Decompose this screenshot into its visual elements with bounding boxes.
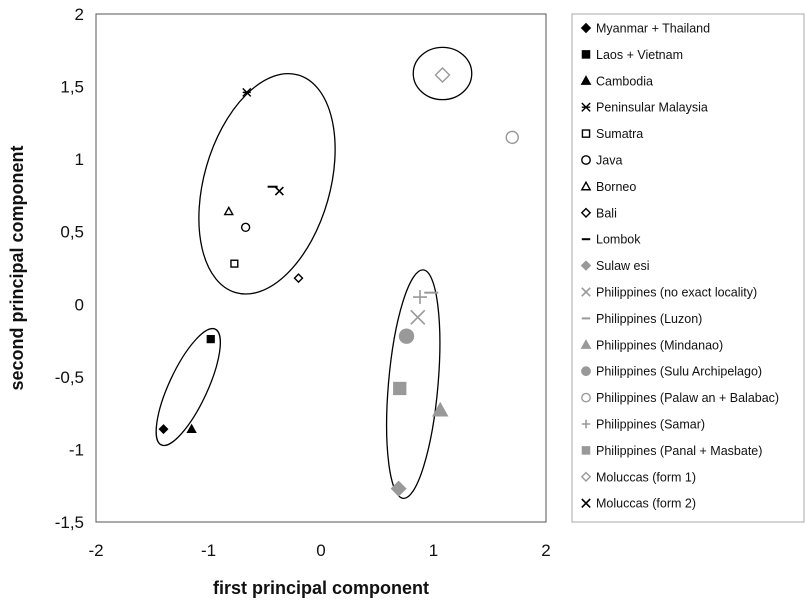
legend-marker [581, 446, 591, 455]
y-tick-label: 0,5 [60, 223, 84, 242]
legend-marker [581, 287, 591, 297]
legend-item-java: Java [581, 154, 622, 168]
point-philippines-palaw-an-balabac [505, 130, 519, 145]
legend: Myanmar + Thailand Laos + Vietnam Cambodia… [580, 22, 779, 511]
legend-label: Philippines (no exact locality) [596, 286, 757, 300]
legend-marker [580, 22, 592, 34]
legend-item-philippines-palaw-an-balabac: Philippines (Palaw an + Balabac) [581, 391, 779, 405]
legend-marker [580, 260, 592, 271]
cluster-ellipse-2 [155, 327, 221, 447]
legend-label: Borneo [596, 180, 636, 194]
legend-item-philippines-no-exact-locality: Philippines (no exact locality) [581, 286, 757, 300]
legend-marker [581, 50, 591, 59]
x-tick-label: -1 [201, 541, 216, 560]
point-bali [293, 273, 304, 284]
legend-item-philippines-samar: Philippines (Samar) [581, 418, 705, 432]
point-myanmar-thailand [158, 424, 169, 435]
point-moluccas-form-2 [274, 186, 284, 196]
legend-item-philippines-panal-masbate: Philippines (Panal + Masbate) [581, 444, 762, 458]
legend-item-laos-vietnam: Laos + Vietnam [581, 48, 683, 62]
legend-label: Peninsular Malaysia [596, 101, 708, 115]
legend-label: Sumatra [596, 127, 643, 141]
y-tick-label: 1 [75, 150, 84, 169]
legend-item-peninsular-malaysia: Peninsular Malaysia [581, 101, 708, 115]
legend-label: Java [596, 154, 622, 168]
point-laos-vietnam [206, 335, 215, 344]
y-tick-label: 2 [75, 5, 84, 24]
point-philippines-panal-masbate [393, 381, 407, 396]
y-tick-label: -1 [69, 440, 84, 459]
y-tick-label: 1,5 [60, 78, 84, 97]
x-tick-label: 2 [541, 541, 550, 560]
legend-label: Bali [596, 206, 617, 220]
y-axis-title: second principal component [7, 145, 27, 390]
legend-label: Philippines (Sulu Archipelago) [596, 365, 762, 379]
cluster-ellipse-3 [385, 269, 441, 500]
legend-marker [581, 129, 591, 138]
y-tick-label: -0,5 [55, 368, 84, 387]
legend-item-moluccas-form-2: Moluccas (form 2) [581, 497, 696, 511]
legend-label: Laos + Vietnam [596, 48, 683, 62]
plot-area [95, 13, 547, 523]
y-tick-label: 0 [75, 295, 84, 314]
legend-marker [581, 102, 591, 112]
legend-item-bali: Bali [580, 206, 617, 220]
y-axis-tick-labels: 2 1,5 1 0,5 0 -0,5 -1 -1,5 [55, 5, 84, 532]
legend-marker [581, 392, 591, 403]
legend-item-philippines-mindanao: Philippines (Mindanao) [580, 338, 723, 352]
legend-item-lombok: Lombok [581, 233, 641, 247]
x-tick-label: -2 [88, 541, 103, 560]
legend-label: Philippines (Panal + Masbate) [596, 444, 762, 458]
legend-label: Philippines (Samar) [596, 418, 705, 432]
legend-marker [581, 419, 591, 429]
x-tick-label: 0 [316, 541, 325, 560]
legend-marker [580, 339, 592, 349]
legend-item-sulaw-esi: Sulaw esi [580, 259, 650, 273]
cluster-ellipses [155, 46, 473, 500]
legend-item-myanmar-thailand: Myanmar + Thailand [580, 22, 710, 36]
point-philippines-samar [413, 290, 427, 305]
legend-label: Cambodia [596, 74, 653, 88]
legend-label: Sulaw esi [596, 259, 650, 273]
point-philippines-mindanao [432, 401, 449, 417]
legend-marker [580, 180, 592, 191]
cluster-ellipse-1 [198, 72, 336, 295]
legend-marker [581, 498, 591, 508]
legend-marker [581, 155, 591, 165]
legend-item-sumatra: Sumatra [581, 127, 643, 141]
legend-label: Myanmar + Thailand [596, 22, 710, 36]
legend-marker [580, 207, 592, 218]
point-cambodia [186, 423, 197, 434]
x-axis-title: first principal component [213, 578, 429, 598]
legend-item-borneo: Borneo [580, 180, 636, 194]
x-tick-label: 1 [429, 541, 438, 560]
legend-label: Moluccas (form 2) [596, 497, 696, 511]
point-philippines-sulu-archipelago [398, 328, 415, 344]
point-borneo [223, 205, 234, 216]
legend-marker [580, 75, 592, 85]
legend-item-cambodia: Cambodia [580, 74, 653, 88]
legend-label: Philippines (Mindanao) [596, 338, 723, 352]
legend-marker [580, 471, 592, 482]
y-tick-label: -1,5 [55, 513, 84, 532]
legend-label: Philippines (Luzon) [596, 312, 702, 326]
point-moluccas-form-1 [434, 66, 451, 83]
point-java [240, 222, 251, 233]
legend-label: Moluccas (form 1) [596, 470, 696, 484]
x-axis-tick-labels: -2 -1 0 1 2 [88, 541, 550, 560]
cluster-ellipse-4 [412, 46, 473, 101]
data-points [158, 66, 519, 497]
point-sumatra [230, 259, 239, 268]
legend-box [571, 13, 805, 523]
point-philippines-no-exact-locality [410, 309, 426, 325]
point-sulaw-esi [390, 480, 407, 497]
point-peninsular-malaysia [242, 87, 252, 97]
legend-item-philippines-sulu-archipelago: Philippines (Sulu Archipelago) [581, 365, 762, 379]
legend-marker [581, 366, 591, 377]
legend-label: Philippines (Palaw an + Balabac) [596, 391, 779, 405]
legend-item-philippines-luzon: Philippines (Luzon) [581, 312, 702, 326]
legend-label: Lombok [596, 233, 641, 247]
legend-item-moluccas-form-1: Moluccas (form 1) [580, 470, 696, 484]
